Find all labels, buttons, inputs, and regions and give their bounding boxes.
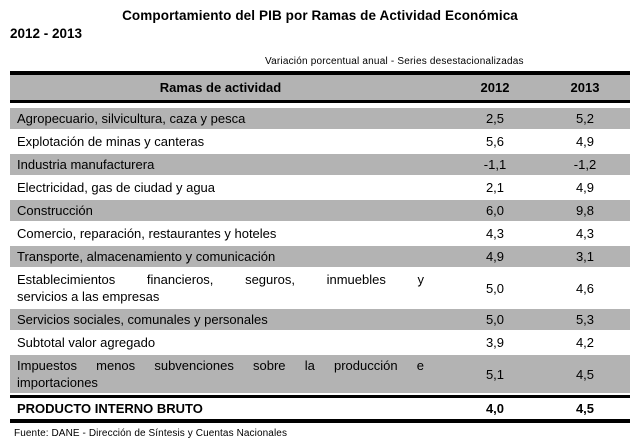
row-label: Construcción (17, 203, 93, 218)
row-value-2013: 5,3 (575, 312, 595, 327)
column-header-2012: 2012 (480, 80, 510, 95)
table-caption: Variación porcentual anual - Series dese… (265, 56, 524, 67)
table-row-subtotal: Subtotal valor agregado 3,9 4,2 (10, 332, 630, 353)
page-title-years: 2012 - 2013 (10, 26, 83, 41)
row-value-2012: 4,3 (485, 226, 505, 241)
table-row-electricidad: Electricidad, gas de ciudad y agua 2,1 4… (10, 177, 630, 198)
row-label: Industria manufacturera (17, 157, 155, 172)
row-label: Agropecuario, silvicultura, caza y pesca (17, 111, 246, 126)
row-value-2012: 5,6 (485, 134, 505, 149)
row-label: Impuestos menos subvenciones sobre la pr… (10, 355, 450, 393)
row-value-2012: 2,1 (485, 180, 505, 195)
table-row-industria: Industria manufacturera -1,1 -1,2 (10, 154, 630, 175)
row-label: Transporte, almacenamiento y comunicació… (17, 249, 276, 264)
source-note: Fuente: DANE - Dirección de Síntesis y C… (14, 428, 288, 439)
row-label: Subtotal valor agregado (17, 335, 156, 350)
row-value-2012: 4,0 (485, 401, 505, 416)
row-value-2012: 5,0 (485, 312, 505, 327)
table-row-servicios-sociales: Servicios sociales, comunales y personal… (10, 309, 630, 330)
row-label-line2: importaciones (17, 375, 98, 390)
row-value-2012: 5,1 (485, 366, 505, 382)
table-row-agropecuario: Agropecuario, silvicultura, caza y pesca… (10, 108, 630, 129)
row-value-2013: 5,2 (575, 111, 595, 126)
row-value-2013: 4,5 (575, 401, 595, 416)
row-label: Electricidad, gas de ciudad y agua (17, 180, 216, 195)
row-value-2012: 3,9 (485, 335, 505, 350)
row-label: Comercio, reparación, restaurantes y hot… (17, 226, 277, 241)
table-row-transporte: Transporte, almacenamiento y comunicació… (10, 246, 630, 267)
row-value-2013: 4,3 (575, 226, 595, 241)
row-label-line1: Establecimientos financieros, seguros, i… (17, 272, 424, 287)
table-row-construccion: Construcción 6,0 9,8 (10, 200, 630, 221)
row-value-2012: 6,0 (485, 203, 505, 218)
row-value-2013: 4,9 (575, 134, 595, 149)
row-label-line1: Impuestos menos subvenciones sobre la pr… (17, 358, 424, 373)
table-body: Agropecuario, silvicultura, caza y pesca… (10, 108, 630, 423)
table-header-row: Ramas de actividad 2012 2013 (10, 71, 630, 103)
table-row-minas: Explotación de minas y canteras 5,6 4,9 (10, 131, 630, 152)
table-row-establecimientos: Establecimientos financieros, seguros, i… (10, 269, 630, 307)
page-title: Comportamiento del PIB por Ramas de Acti… (122, 8, 518, 23)
row-value-2012: 2,5 (485, 111, 505, 126)
row-value-2013: 4,5 (575, 366, 595, 382)
row-value-2013: -1,2 (573, 157, 597, 172)
row-value-2013: 4,9 (575, 180, 595, 195)
column-header-2013: 2013 (570, 80, 600, 95)
row-label: Establecimientos financieros, seguros, i… (10, 269, 450, 307)
row-label: PRODUCTO INTERNO BRUTO (17, 401, 203, 416)
row-value-2012: 4,9 (485, 249, 505, 264)
row-value-2013: 4,6 (575, 280, 595, 296)
row-label: Explotación de minas y canteras (17, 134, 205, 149)
row-value-2012: -1,1 (483, 157, 507, 172)
pib-table: Ramas de actividad 2012 2013 Agropecuari… (10, 71, 630, 423)
row-value-2013: 3,1 (575, 249, 595, 264)
table-row-impuestos: Impuestos menos subvenciones sobre la pr… (10, 355, 630, 393)
row-label: Servicios sociales, comunales y personal… (17, 312, 268, 327)
row-label-line2: servicios a las empresas (17, 289, 160, 304)
table-row-comercio: Comercio, reparación, restaurantes y hot… (10, 223, 630, 244)
column-header-ramas: Ramas de actividad (159, 80, 282, 95)
row-value-2013: 9,8 (575, 203, 595, 218)
table-row-pib-total: PRODUCTO INTERNO BRUTO 4,0 4,5 (10, 395, 630, 423)
row-value-2012: 5,0 (485, 280, 505, 296)
row-value-2013: 4,2 (575, 335, 595, 350)
